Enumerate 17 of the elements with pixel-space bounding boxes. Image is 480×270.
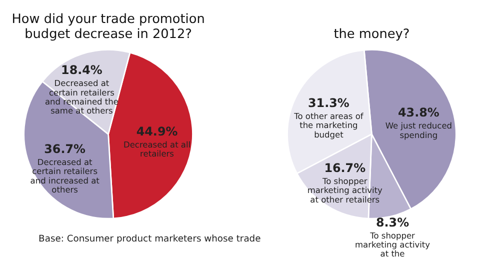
slice-label: To shopper marketing activity at other retailers <box>307 176 383 204</box>
data-label: 8.3% <box>376 215 410 230</box>
slice-label: We just reduced spending <box>385 120 452 140</box>
slice-label: Decreased at all retailers <box>123 139 191 158</box>
data-label: 36.7% <box>44 142 86 156</box>
slice-label: Decreased at certain retailers and remained the same at others <box>44 78 118 116</box>
data-label: 18.4% <box>61 63 102 78</box>
text: Base: Consumer product marketers whose trade <box>38 234 262 245</box>
chart-title: the money? <box>334 26 410 42</box>
slice-label: To shopper marketing activity at the <box>354 230 430 259</box>
data-label: 16.7% <box>324 160 366 175</box>
chart-title: How did your trade promotion budget decrease in 2012? <box>12 12 205 42</box>
slice-label: To other areas of the marketing budget <box>293 111 364 140</box>
slice-label: Decreased at certain retailers and increased at others <box>30 156 100 194</box>
data-label: 43.8% <box>398 106 440 120</box>
data-label: 31.3% <box>308 96 350 110</box>
data-label: 44.9% <box>136 124 178 138</box>
